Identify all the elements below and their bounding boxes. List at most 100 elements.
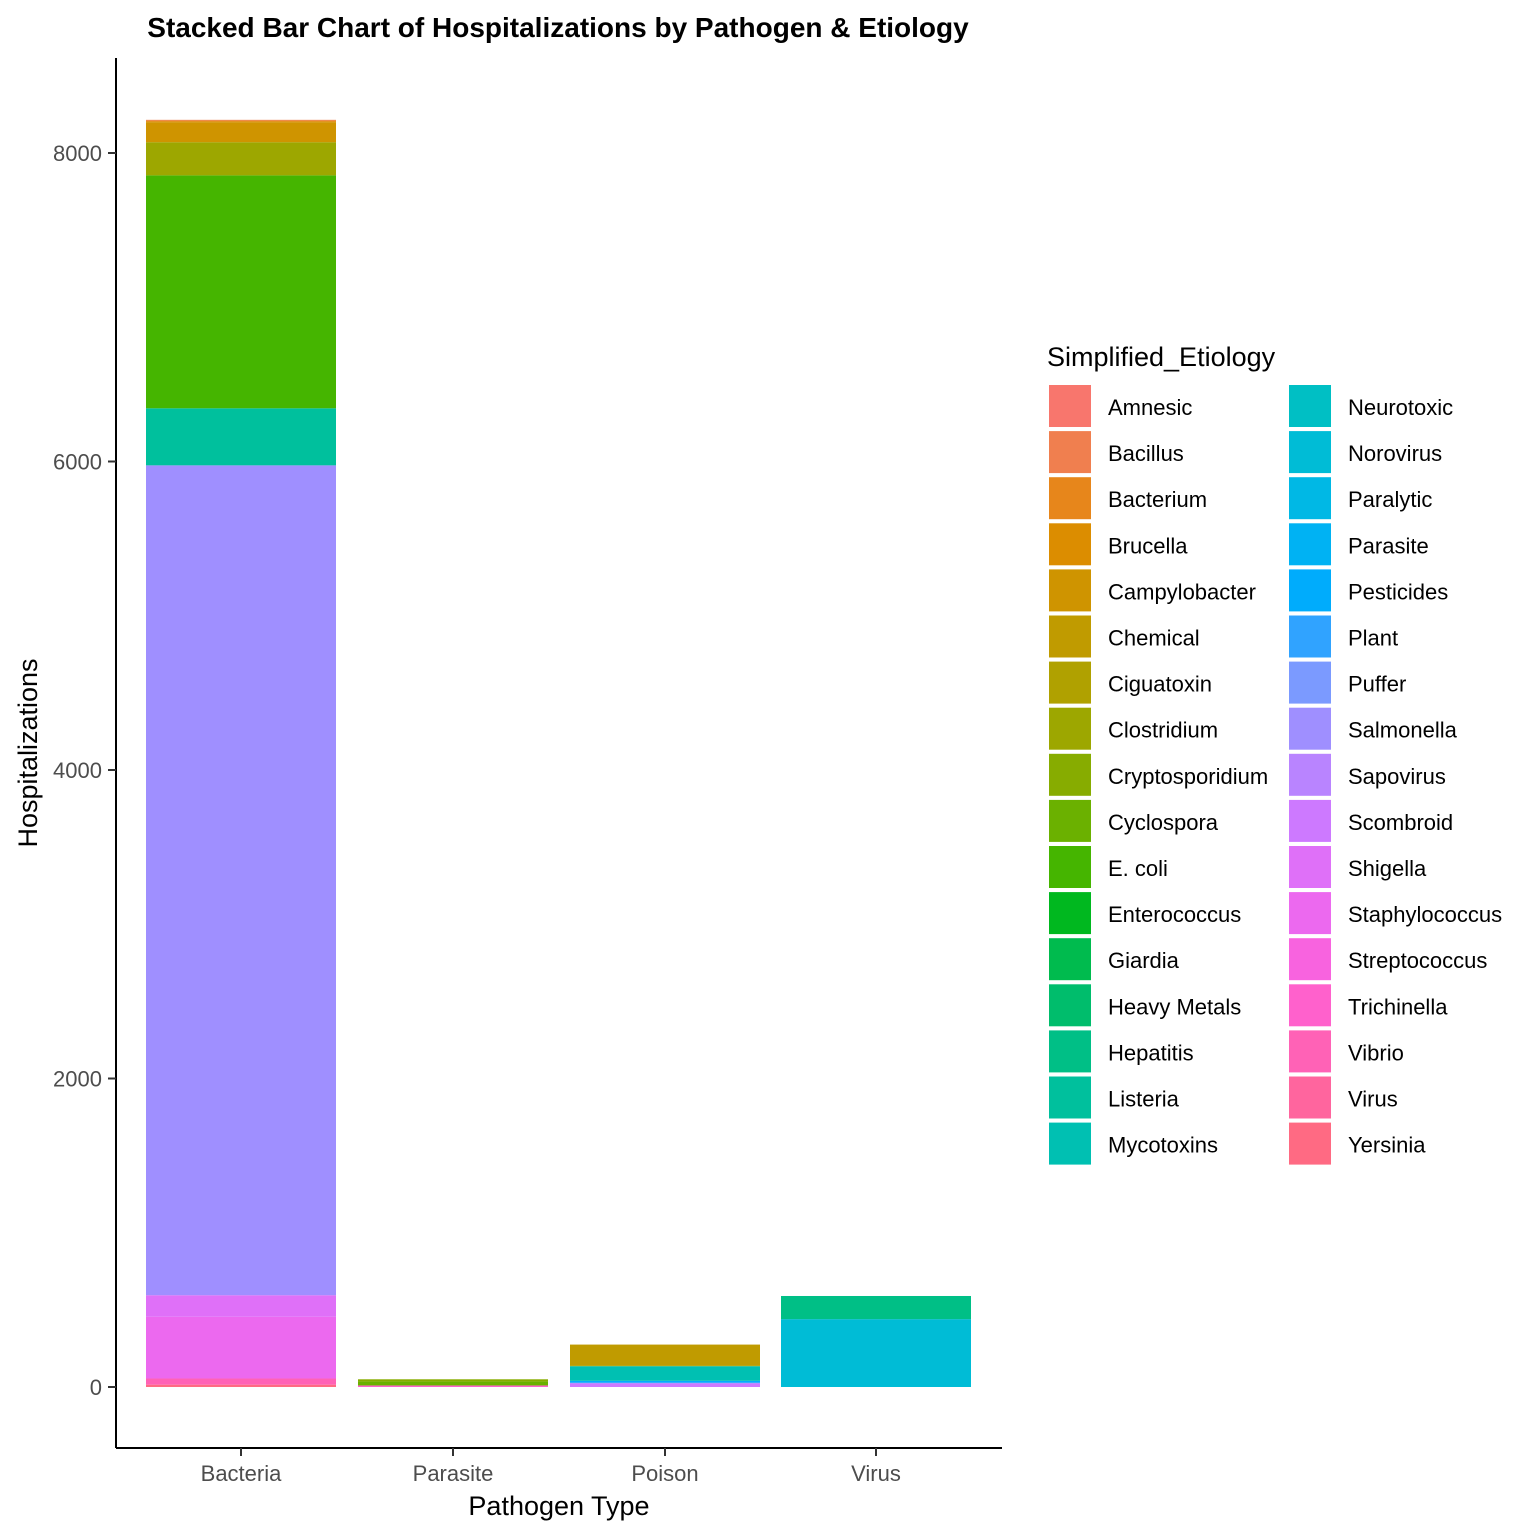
legend-items: Amnesic Bacillus Bacterium Brucella Campylob… — [1049, 385, 1502, 1165]
y-tick-label: 8000 — [53, 141, 102, 166]
x-tick-label: Poison — [631, 1461, 698, 1486]
bar-segment-bacteria-salmonella — [146, 465, 336, 1296]
legend-key — [1049, 892, 1091, 935]
y-tick-label: 0 — [90, 1375, 102, 1400]
bar-segment-poison-pesticides — [570, 1380, 760, 1383]
legend-key — [1289, 431, 1331, 474]
legend-label: Bacillus — [1108, 441, 1184, 466]
legend-label: Heavy Metals — [1108, 994, 1241, 1019]
legend-label: Hepatitis — [1108, 1040, 1194, 1065]
legend-label: Listeria — [1108, 1087, 1180, 1112]
bar-segment-bacteria-shigella — [146, 1295, 336, 1317]
legend-key — [1049, 799, 1091, 842]
y-axis-title: Hospitalizations — [13, 658, 43, 847]
legend-key — [1049, 477, 1091, 520]
legend-key — [1049, 431, 1091, 474]
legend-key — [1289, 477, 1331, 520]
legend-key — [1289, 385, 1331, 427]
legend-key — [1289, 938, 1331, 981]
legend-key — [1049, 615, 1091, 658]
legend-key — [1049, 661, 1091, 704]
legend-label: Norovirus — [1348, 441, 1442, 466]
legend-label: Chemical — [1108, 626, 1200, 651]
legend-label: Plant — [1348, 626, 1398, 651]
bar-segment-bacteria-bacillus — [146, 119, 336, 121]
bar-segment-bacteria-bacterium — [146, 120, 336, 122]
bar-segment-bacteria-brucella — [146, 121, 336, 123]
bar-segment-poison-mycotoxins — [570, 1366, 760, 1381]
bar-segment-parasite-cyclospora — [358, 1381, 548, 1386]
y-tick-label: 6000 — [53, 450, 102, 475]
legend-key — [1049, 1030, 1091, 1073]
y-tick-label: 2000 — [53, 1067, 102, 1092]
legend-key — [1289, 892, 1331, 935]
legend-label: Salmonella — [1348, 718, 1458, 743]
legend-key — [1289, 1076, 1331, 1119]
legend-label: Pesticides — [1348, 579, 1448, 604]
legend-label: Mycotoxins — [1108, 1133, 1218, 1158]
legend-label: Clostridium — [1108, 718, 1218, 743]
legend-key — [1049, 1122, 1091, 1165]
legend-label: Sapovirus — [1348, 764, 1446, 789]
y-tick-label: 4000 — [53, 758, 102, 783]
legend: Simplified_Etiology Amnesic Bacillus Bacte… — [1047, 342, 1502, 1165]
bar-segment-bacteria-campylobacter — [146, 122, 336, 143]
legend-key — [1049, 523, 1091, 566]
legend-label: Trichinella — [1348, 994, 1448, 1019]
legend-label: E. coli — [1108, 856, 1168, 881]
legend-key — [1049, 846, 1091, 888]
legend-key — [1289, 984, 1331, 1027]
x-axis-title: Pathogen Type — [468, 1491, 649, 1521]
legend-key — [1049, 753, 1091, 796]
legend-key — [1049, 569, 1091, 612]
bar-segment-poison-ciguatoxin — [570, 1365, 760, 1367]
legend-key — [1289, 569, 1331, 612]
legend-key — [1289, 523, 1331, 566]
legend-key — [1049, 984, 1091, 1027]
legend-key — [1289, 1030, 1331, 1073]
legend-key — [1049, 938, 1091, 981]
legend-key — [1049, 707, 1091, 750]
legend-key — [1049, 385, 1091, 427]
bar-segment-parasite-trichinella — [358, 1385, 548, 1387]
legend-label: Scombroid — [1348, 810, 1453, 835]
legend-label: Yersinia — [1348, 1133, 1426, 1158]
bar-segment-bacteria-clostridium — [146, 142, 336, 176]
legend-label: Enterococcus — [1108, 902, 1241, 927]
legend-key — [1289, 846, 1331, 888]
legend-label: Staphylococcus — [1348, 902, 1502, 927]
legend-label: Paralytic — [1348, 487, 1432, 512]
legend-label: Cyclospora — [1108, 810, 1219, 835]
legend-label: Puffer — [1348, 672, 1406, 697]
plot-area — [146, 119, 971, 1387]
legend-label: Brucella — [1108, 533, 1188, 558]
legend-label: Streptococcus — [1348, 948, 1487, 973]
legend-key — [1289, 615, 1331, 658]
bar-segment-bacteria-vibrio — [146, 1378, 336, 1385]
bar-segment-bacteria-staphylococcus — [146, 1316, 336, 1379]
legend-key — [1289, 1122, 1331, 1165]
bar-segment-poison-plant — [570, 1382, 760, 1384]
chart-title: Stacked Bar Chart of Hospitalizations by… — [147, 12, 969, 43]
legend-label: Parasite — [1348, 533, 1429, 558]
legend-label: Neurotoxic — [1348, 395, 1453, 420]
legend-label: Cryptosporidium — [1108, 764, 1268, 789]
bar-segment-bacteria-e-coli — [146, 175, 336, 409]
legend-label: Virus — [1348, 1087, 1398, 1112]
legend-label: Giardia — [1108, 948, 1180, 973]
legend-label: Ciguatoxin — [1108, 672, 1212, 697]
bar-segment-parasite-cryptosporidium — [358, 1379, 548, 1382]
x-axis-ticks: Bacteria Parasite Poison Virus — [201, 1448, 901, 1486]
bar-segment-poison-chemical — [570, 1344, 760, 1366]
legend-label: Vibrio — [1348, 1040, 1404, 1065]
bar-segment-bacteria-yersinia — [146, 1384, 336, 1387]
bar-segment-virus-hepatitis — [781, 1295, 971, 1320]
x-tick-label: Bacteria — [201, 1461, 282, 1486]
y-axis-ticks: 0 2000 4000 6000 8000 — [53, 141, 116, 1400]
legend-key — [1289, 661, 1331, 704]
legend-key — [1049, 1076, 1091, 1119]
legend-title: Simplified_Etiology — [1047, 342, 1276, 372]
x-tick-label: Parasite — [413, 1461, 494, 1486]
legend-label: Shigella — [1348, 856, 1427, 881]
